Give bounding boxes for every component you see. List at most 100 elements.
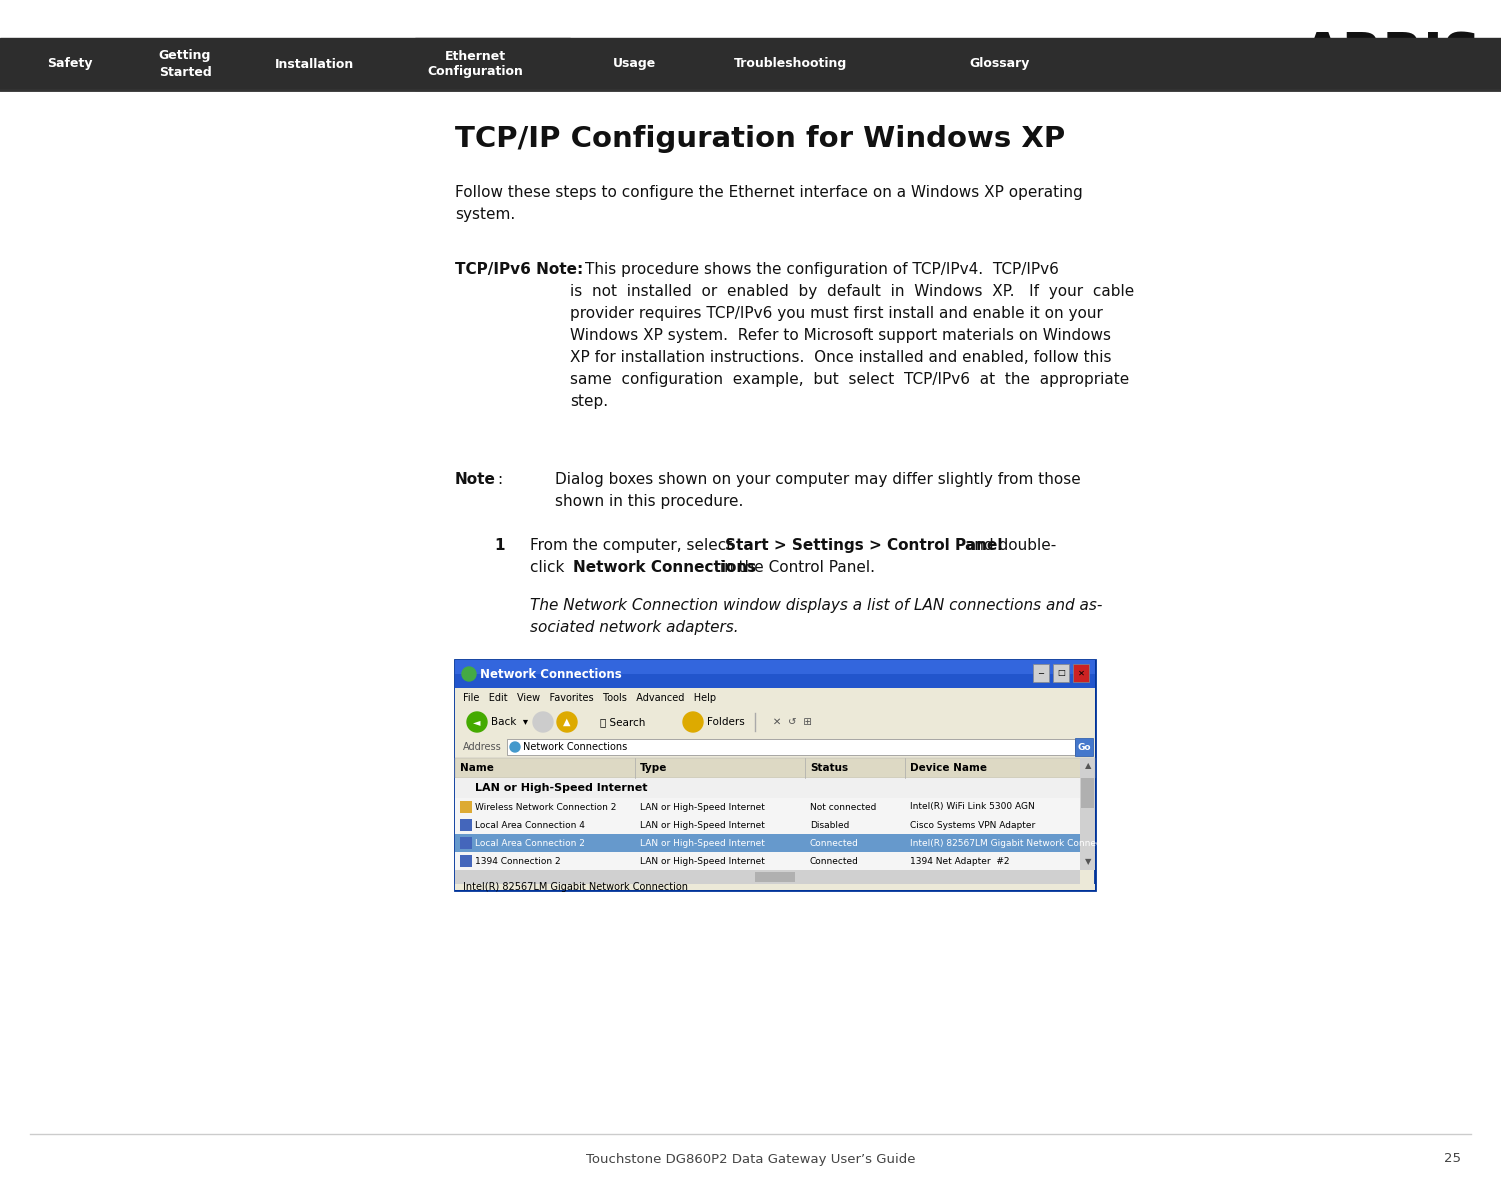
Bar <box>455 688 1096 707</box>
Text: Network Connections: Network Connections <box>573 560 757 576</box>
Text: ▲: ▲ <box>563 717 570 727</box>
Text: LAN or High-Speed Internet: LAN or High-Speed Internet <box>639 838 766 848</box>
Text: Troubleshooting: Troubleshooting <box>734 58 847 71</box>
Text: Type: Type <box>639 763 668 773</box>
Text: Installation: Installation <box>275 58 354 71</box>
Bar <box>755 872 796 882</box>
Bar <box>455 835 1081 852</box>
Text: ✕  ↺  ⊞: ✕ ↺ ⊞ <box>763 717 812 727</box>
Text: ◄: ◄ <box>473 717 480 727</box>
Bar <box>455 659 1096 674</box>
Text: same  configuration  example,  but  select  TCP/IPv6  at  the  appropriate: same configuration example, but select T… <box>570 372 1129 387</box>
Text: 1394 Net Adapter  #2: 1394 Net Adapter #2 <box>910 856 1010 866</box>
Text: ▼: ▼ <box>1085 857 1091 867</box>
Bar <box>1054 664 1069 682</box>
Text: From the computer, select: From the computer, select <box>530 538 737 553</box>
Text: system.: system. <box>455 207 515 222</box>
Text: Intel(R) WiFi Link 5300 AGN: Intel(R) WiFi Link 5300 AGN <box>910 802 1034 812</box>
Text: Address: Address <box>462 742 501 752</box>
Bar <box>455 884 1096 890</box>
Text: Note: Note <box>455 472 495 487</box>
Bar <box>459 837 471 849</box>
Text: 1: 1 <box>494 538 504 553</box>
Text: Network Connections: Network Connections <box>522 742 627 752</box>
Text: Usage: Usage <box>614 58 656 71</box>
Text: Folders: Folders <box>707 717 744 727</box>
Text: Dialog boxes shown on your computer may differ slightly from those: Dialog boxes shown on your computer may … <box>555 472 1081 487</box>
Text: Back  ▾: Back ▾ <box>491 717 528 727</box>
Text: ✕: ✕ <box>1078 669 1085 677</box>
Text: LAN or High-Speed Internet: LAN or High-Speed Internet <box>639 820 766 830</box>
Text: Glossary: Glossary <box>970 58 1030 71</box>
Text: Wireless Network Connection 2: Wireless Network Connection 2 <box>474 802 617 812</box>
Bar <box>459 855 471 867</box>
Text: This procedure shows the configuration of TCP/IPv4.  TCP/IPv6: This procedure shows the configuration o… <box>585 263 1058 277</box>
Bar <box>455 778 1081 799</box>
Text: Windows XP system.  Refer to Microsoft support materials on Windows: Windows XP system. Refer to Microsoft su… <box>570 329 1111 343</box>
Text: Disabled: Disabled <box>811 820 850 830</box>
Text: ─: ─ <box>1039 669 1043 677</box>
Circle shape <box>683 712 702 733</box>
Text: XP for installation instructions.  Once installed and enabled, follow this: XP for installation instructions. Once i… <box>570 350 1112 364</box>
Bar <box>459 819 471 831</box>
Text: TCP/IPv6 Note:: TCP/IPv6 Note: <box>455 263 584 277</box>
Text: in the Control Panel.: in the Control Panel. <box>714 560 875 576</box>
Bar <box>1075 739 1093 757</box>
Bar <box>455 659 1096 688</box>
Bar <box>1081 758 1096 870</box>
Text: Local Area Connection 2: Local Area Connection 2 <box>474 838 585 848</box>
Text: Start > Settings > Control Panel: Start > Settings > Control Panel <box>725 538 1003 553</box>
Bar <box>455 799 1081 817</box>
Text: click: click <box>530 560 569 576</box>
Text: and double-: and double- <box>961 538 1057 553</box>
Text: Started: Started <box>159 66 212 78</box>
Text: sociated network adapters.: sociated network adapters. <box>530 620 738 635</box>
Text: Go: Go <box>1078 742 1091 752</box>
Text: ARRIS: ARRIS <box>1301 30 1481 82</box>
Text: LAN or High-Speed Internet: LAN or High-Speed Internet <box>474 783 647 793</box>
Text: Ethernet: Ethernet <box>444 49 506 62</box>
Bar <box>459 801 471 813</box>
Bar <box>455 707 1096 736</box>
Circle shape <box>462 667 476 681</box>
Text: step.: step. <box>570 394 608 409</box>
Circle shape <box>467 712 486 733</box>
Text: shown in this procedure.: shown in this procedure. <box>555 494 743 510</box>
Text: Status: Status <box>811 763 848 773</box>
Text: File   Edit   View   Favorites   Tools   Advanced   Help: File Edit View Favorites Tools Advanced … <box>462 693 716 703</box>
Bar <box>0 38 1501 90</box>
Circle shape <box>510 742 519 752</box>
Text: Local Area Connection 4: Local Area Connection 4 <box>474 820 585 830</box>
Bar <box>1081 778 1094 808</box>
Text: Intel(R) 82567LM Gigabit Network Connection: Intel(R) 82567LM Gigabit Network Connect… <box>910 838 1118 848</box>
Circle shape <box>557 712 576 733</box>
Bar <box>414 38 570 90</box>
Text: 25: 25 <box>1444 1152 1460 1165</box>
Text: 🔍 Search: 🔍 Search <box>600 717 645 727</box>
Bar <box>455 736 1096 758</box>
Text: Touchstone DG860P2 Data Gateway User’s Guide: Touchstone DG860P2 Data Gateway User’s G… <box>585 1152 916 1165</box>
Text: Configuration: Configuration <box>428 66 522 78</box>
Text: 1394 Connection 2: 1394 Connection 2 <box>474 856 561 866</box>
Text: LAN or High-Speed Internet: LAN or High-Speed Internet <box>639 802 766 812</box>
Bar <box>507 739 1075 755</box>
Text: TCP/IP Configuration for Windows XP: TCP/IP Configuration for Windows XP <box>455 125 1066 153</box>
Text: □: □ <box>1057 669 1064 677</box>
Bar <box>1033 664 1049 682</box>
Text: Connected: Connected <box>811 856 859 866</box>
Bar <box>455 870 1081 884</box>
Text: Network Connections: Network Connections <box>480 668 621 681</box>
Bar <box>455 817 1081 835</box>
Text: is  not  installed  or  enabled  by  default  in  Windows  XP.   If  your  cable: is not installed or enabled by default i… <box>570 284 1135 299</box>
Text: Follow these steps to configure the Ethernet interface on a Windows XP operating: Follow these steps to configure the Ethe… <box>455 185 1082 200</box>
Text: Intel(R) 82567LM Gigabit Network Connection: Intel(R) 82567LM Gigabit Network Connect… <box>462 882 687 892</box>
Text: provider requires TCP/IPv6 you must first install and enable it on your: provider requires TCP/IPv6 you must firs… <box>570 306 1103 321</box>
Text: The Network Connection window displays a list of LAN connections and as-: The Network Connection window displays a… <box>530 598 1102 613</box>
Text: Safety: Safety <box>47 58 93 71</box>
Bar <box>455 758 1096 778</box>
Circle shape <box>533 712 552 733</box>
Text: Not connected: Not connected <box>811 802 877 812</box>
Text: Cisco Systems VPN Adapter: Cisco Systems VPN Adapter <box>910 820 1036 830</box>
Text: Name: Name <box>459 763 494 773</box>
Text: Connected: Connected <box>811 838 859 848</box>
